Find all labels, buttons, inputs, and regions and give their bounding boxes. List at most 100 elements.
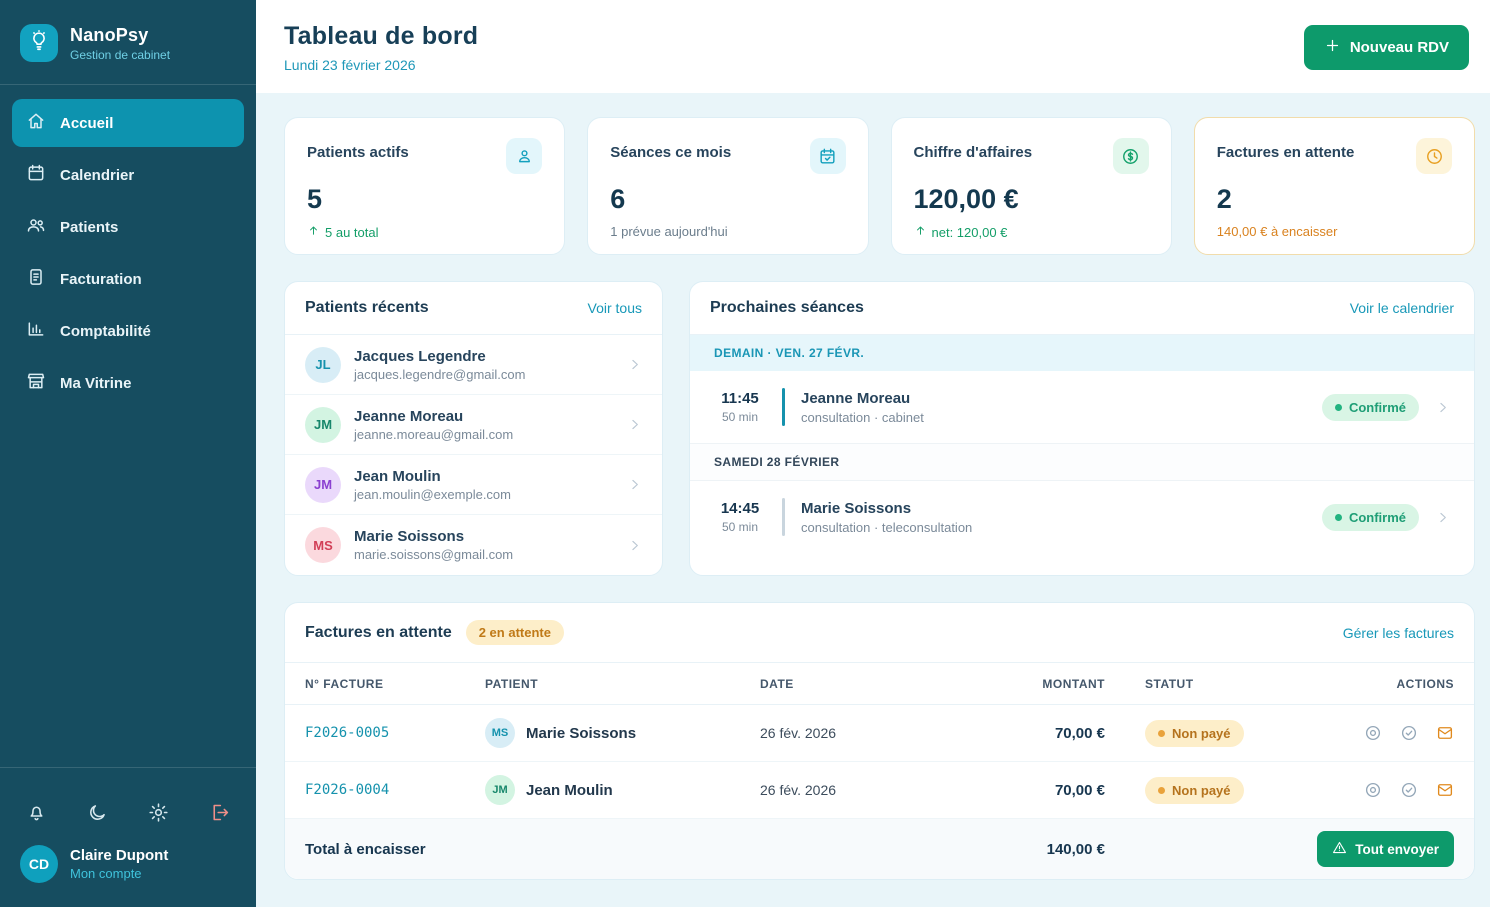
sidebar-item-label: Patients — [60, 218, 119, 236]
session-accent-bar — [782, 498, 785, 536]
session-patient-name: Marie Soissons — [801, 499, 912, 517]
mark-paid-icon[interactable] — [1400, 724, 1418, 742]
dashboard-content: Patients actifs 5 5 au total Séances ce … — [256, 93, 1497, 880]
patient-name: Jacques Legendre — [354, 347, 486, 365]
user-name: Claire Dupont — [70, 847, 169, 864]
user-account[interactable]: CD Claire Dupont Mon compte — [0, 829, 256, 907]
status-badge: Confirmé — [1321, 393, 1419, 421]
list-item[interactable]: MS Marie Soissons marie.soissons@gmail.c… — [285, 515, 662, 575]
patient-email: jacques.legendre@gmail.com — [354, 366, 526, 382]
invoice-icon — [26, 267, 46, 291]
patient-icon — [506, 138, 543, 174]
column-header: N° FACTURE — [305, 676, 384, 691]
invoice-patient-name: Marie Soissons — [526, 724, 637, 742]
sidebar-item-label: Accueil — [60, 114, 114, 132]
stat-subtext: 1 prévue aujourd'hui — [610, 224, 728, 239]
stat-card-factures-attente: Factures en attente 2 140,00 € à encaiss… — [1193, 117, 1475, 255]
avatar: MS — [305, 527, 341, 563]
session-details: consultation · teleconsultation — [801, 519, 973, 535]
page-title: Tableau de bord — [284, 22, 479, 50]
status-badge: Non payé — [1145, 719, 1244, 747]
middle-row: Patients récents Voir tous JL Jacques Le… — [284, 281, 1475, 576]
app-subtitle: Gestion de cabinet — [70, 47, 171, 62]
scrollbar-gutter — [1490, 0, 1497, 907]
invoice-amount: 70,00 € — [1054, 781, 1105, 799]
see-all-link[interactable]: Voir tous — [587, 300, 642, 316]
sidebar-item-label: Comptabilité — [60, 322, 151, 340]
patient-email: jean.moulin@exemple.com — [354, 486, 511, 502]
chevron-right-icon — [627, 357, 642, 372]
chevron-right-icon — [627, 477, 642, 492]
home-icon — [26, 111, 46, 135]
stat-card-seances: Séances ce mois 6 1 prévue aujourd'hui — [587, 117, 869, 255]
list-item[interactable]: JM Jean Moulin jean.moulin@exemple.com — [285, 455, 662, 515]
chevron-right-icon — [627, 417, 642, 432]
sidebar-item-accueil[interactable]: Accueil — [12, 99, 244, 147]
new-rdv-button[interactable]: Nouveau RDV — [1303, 25, 1469, 70]
patient-email: marie.soissons@gmail.com — [354, 547, 514, 562]
sidebar-item-comptabilite[interactable]: Comptabilité — [12, 307, 244, 355]
send-email-icon[interactable] — [1436, 724, 1454, 742]
send-all-button[interactable]: Tout envoyer — [1317, 831, 1454, 867]
gear-icon[interactable] — [148, 802, 169, 823]
upcoming-sessions-panel: Prochaines séances Voir le calendrier DE… — [689, 281, 1475, 576]
moon-icon[interactable] — [87, 802, 108, 823]
send-email-icon[interactable] — [1436, 781, 1454, 799]
pending-count-badge: 2 en attente — [465, 620, 564, 645]
invoice-date: 26 fév. 2026 — [760, 782, 837, 798]
status-dot — [1334, 403, 1342, 411]
sidebar-item-calendrier[interactable]: Calendrier — [12, 151, 244, 199]
stat-value: 2 — [1216, 184, 1232, 214]
invoice-amount: 70,00 € — [1054, 724, 1105, 742]
chevron-right-icon — [627, 538, 642, 553]
manage-invoices-link[interactable]: Gérer les factures — [1342, 624, 1454, 641]
sidebar-item-label: Facturation — [60, 270, 142, 288]
status-dot — [1334, 513, 1342, 521]
recent-patients-panel: Patients récents Voir tous JL Jacques Le… — [284, 281, 663, 576]
chart-icon — [26, 319, 46, 343]
chevron-right-icon — [1435, 400, 1450, 415]
list-item[interactable]: JM Jeanne Moreau jeanne.moreau@gmail.com — [285, 395, 662, 455]
session-time: 14:45 — [720, 500, 760, 517]
view-invoice-icon[interactable] — [1364, 724, 1382, 742]
storefront-icon — [26, 371, 46, 395]
session-group-header: SAMEDI 28 FÉVRIER — [690, 443, 1474, 481]
session-duration: 50 min — [721, 410, 759, 424]
upcoming-sessions-title: Prochaines séances — [710, 299, 864, 316]
stat-label: Factures en attente — [1216, 144, 1355, 161]
patient-name: Jean Moulin — [354, 467, 441, 485]
stat-card-chiffre-affaires: Chiffre d'affaires 120,00 € net: 120,00 … — [890, 117, 1172, 255]
mark-paid-icon[interactable] — [1400, 781, 1418, 799]
invoice-patient-name: Jean Moulin — [526, 781, 613, 799]
stat-subtext: net: 120,00 € — [931, 224, 1008, 240]
coin-icon — [1112, 138, 1149, 174]
my-account-link[interactable]: Mon compte — [70, 866, 142, 881]
app-logo — [20, 24, 58, 62]
invoice-number-link[interactable]: F2026-0004 — [305, 782, 390, 798]
patient-email: jeanne.moreau@gmail.com — [354, 426, 514, 442]
logout-icon[interactable] — [209, 802, 230, 823]
main-area: Tableau de bord Lundi 23 février 2026 No… — [256, 0, 1497, 907]
sidebar-item-label: Calendrier — [60, 166, 135, 184]
stat-subtext: 5 au total — [325, 224, 379, 240]
stat-subtext: 140,00 € à encaisser — [1216, 224, 1338, 239]
total-amount: 140,00 € — [1046, 840, 1105, 858]
pending-invoices-panel: Factures en attente 2 en attente Gérer l… — [284, 602, 1475, 880]
bell-icon[interactable] — [26, 802, 47, 823]
session-row[interactable]: 11:45 50 min Jeanne Moreau consultation … — [690, 371, 1474, 443]
session-group-header: DEMAIN · VEN. 27 FÉVR. — [690, 335, 1474, 371]
sidebar-item-ma-vitrine[interactable]: Ma Vitrine — [12, 359, 244, 407]
see-calendar-link[interactable]: Voir le calendrier — [1349, 300, 1454, 316]
stat-card-patients-actifs: Patients actifs 5 5 au total — [284, 117, 566, 255]
patient-name: Jeanne Moreau — [354, 407, 464, 425]
view-invoice-icon[interactable] — [1364, 781, 1382, 799]
sidebar-item-patients[interactable]: Patients — [12, 203, 244, 251]
session-row[interactable]: 14:45 50 min Marie Soissons consultation… — [690, 481, 1474, 553]
column-header: STATUT — [1145, 676, 1194, 691]
avatar: JM — [305, 466, 341, 503]
status-badge: Confirmé — [1321, 503, 1419, 531]
sidebar-item-facturation[interactable]: Facturation — [12, 255, 244, 303]
sidebar-bottom-divider — [0, 767, 256, 768]
list-item[interactable]: JL Jacques Legendre jacques.legendre@gma… — [285, 335, 662, 395]
invoice-number-link[interactable]: F2026-0005 — [305, 725, 390, 741]
